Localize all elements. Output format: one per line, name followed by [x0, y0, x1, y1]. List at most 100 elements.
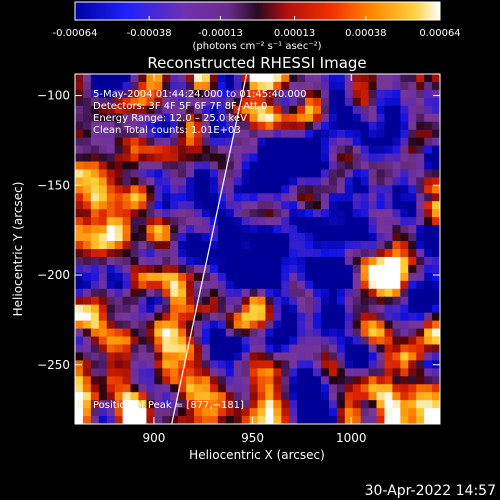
heatmap-cell — [328, 241, 338, 250]
heatmap-cell — [201, 105, 211, 115]
heatmap-cell — [265, 201, 274, 210]
heatmap-cell — [194, 105, 203, 115]
heatmap-cell — [233, 105, 243, 115]
heatmap-cell — [408, 233, 417, 242]
heatmap-cell — [297, 384, 306, 393]
heatmap-cell — [122, 217, 132, 226]
heatmap-cell — [424, 336, 433, 346]
heatmap-cell — [297, 121, 306, 131]
heatmap-cell — [408, 352, 417, 361]
heatmap-cell — [400, 392, 409, 401]
heatmap-cell — [313, 328, 322, 338]
heatmap-cell — [360, 328, 370, 338]
heatmap-cell — [320, 360, 330, 369]
heatmap-cell — [162, 344, 171, 353]
heatmap-cell — [305, 312, 314, 322]
heatmap-cell — [416, 137, 425, 147]
heatmap-cell — [249, 296, 259, 306]
heatmap-cell — [320, 288, 330, 298]
heatmap-cell — [432, 304, 440, 314]
heatmap-cell — [273, 368, 282, 377]
heatmap-cell — [376, 416, 386, 424]
heatmap-cell — [289, 105, 298, 115]
heatmap-cell — [376, 185, 386, 194]
heatmap-cell — [281, 408, 290, 417]
heatmap-cell — [122, 352, 132, 361]
heatmap-cell — [186, 344, 195, 353]
heatmap-cell — [75, 113, 84, 123]
heatmap-cell — [241, 113, 251, 123]
heatmap-cell — [273, 177, 282, 186]
heatmap-cell — [249, 304, 259, 314]
heatmap-cell — [384, 153, 393, 163]
heatmap-cell — [114, 121, 124, 131]
heatmap-cell — [360, 296, 370, 306]
heatmap-cell — [170, 384, 179, 393]
colorbar-unit-label: (photons cm⁻² s⁻¹ asec⁻²) — [192, 41, 321, 52]
heatmap-cell — [114, 185, 124, 194]
heatmap-cell — [392, 193, 401, 202]
heatmap-cell — [368, 121, 378, 131]
heatmap-cell — [320, 384, 330, 393]
heatmap-cell — [376, 376, 386, 385]
heatmap-cell — [170, 233, 179, 242]
heatmap-cell — [313, 384, 322, 393]
heatmap-cell — [154, 177, 163, 186]
heatmap-cell — [114, 368, 124, 377]
heatmap-cell — [225, 121, 235, 131]
heatmap-cell — [178, 296, 187, 306]
heatmap-cell — [225, 193, 235, 202]
heatmap-cell — [344, 137, 354, 147]
heatmap-cell — [98, 209, 108, 218]
heatmap-cell — [313, 177, 322, 186]
heatmap-cell — [90, 304, 100, 314]
heatmap-cell — [209, 360, 219, 369]
heatmap-cell — [98, 97, 108, 107]
heatmap-cell — [138, 288, 148, 298]
heatmap-cell — [392, 272, 401, 282]
heatmap-cell — [313, 304, 322, 314]
heatmap-cell — [368, 81, 378, 91]
heatmap-cell — [130, 400, 140, 409]
heatmap-cell — [209, 89, 219, 99]
heatmap-cell — [170, 416, 179, 424]
heatmap-cell — [75, 368, 84, 377]
heatmap-cell — [392, 201, 401, 210]
heatmap-cell — [376, 296, 386, 306]
heatmap-cell — [241, 241, 251, 250]
heatmap-cell — [98, 408, 108, 417]
heatmap-cell — [384, 137, 393, 147]
heatmap-cell — [265, 264, 274, 274]
heatmap-cell — [336, 233, 346, 242]
heatmap-cell — [313, 272, 322, 282]
heatmap-cell — [217, 256, 227, 266]
heatmap-cell — [297, 280, 306, 290]
heatmap-cell — [82, 217, 92, 226]
heatmap-cell — [360, 360, 370, 369]
heatmap-cell — [257, 89, 267, 99]
heatmap-cell — [424, 153, 433, 163]
heatmap-cell — [376, 225, 386, 234]
heatmap-cell — [90, 408, 100, 417]
heatmap-cell — [408, 201, 417, 210]
colorbar-tick-label: 0.00013 — [274, 28, 315, 39]
heatmap-cell — [154, 296, 163, 306]
heatmap-cell — [209, 312, 219, 322]
heatmap-cell — [400, 97, 409, 107]
heatmap-cell — [320, 177, 330, 186]
heatmap-cell — [416, 256, 425, 266]
heatmap-cell — [408, 296, 417, 306]
heatmap-cell — [424, 360, 433, 369]
heatmap-cell — [408, 209, 417, 218]
heatmap-cell — [392, 209, 401, 218]
heatmap-cell — [82, 201, 92, 210]
heatmap-cell — [178, 225, 187, 234]
heatmap-cell — [170, 129, 179, 139]
heatmap-cell — [416, 272, 425, 282]
heatmap-cell — [209, 121, 219, 131]
heatmap-cell — [241, 89, 251, 99]
heatmap-cell — [352, 233, 362, 242]
heatmap-cell — [320, 328, 330, 338]
heatmap-cell — [336, 161, 346, 171]
heatmap-cell — [424, 137, 433, 147]
